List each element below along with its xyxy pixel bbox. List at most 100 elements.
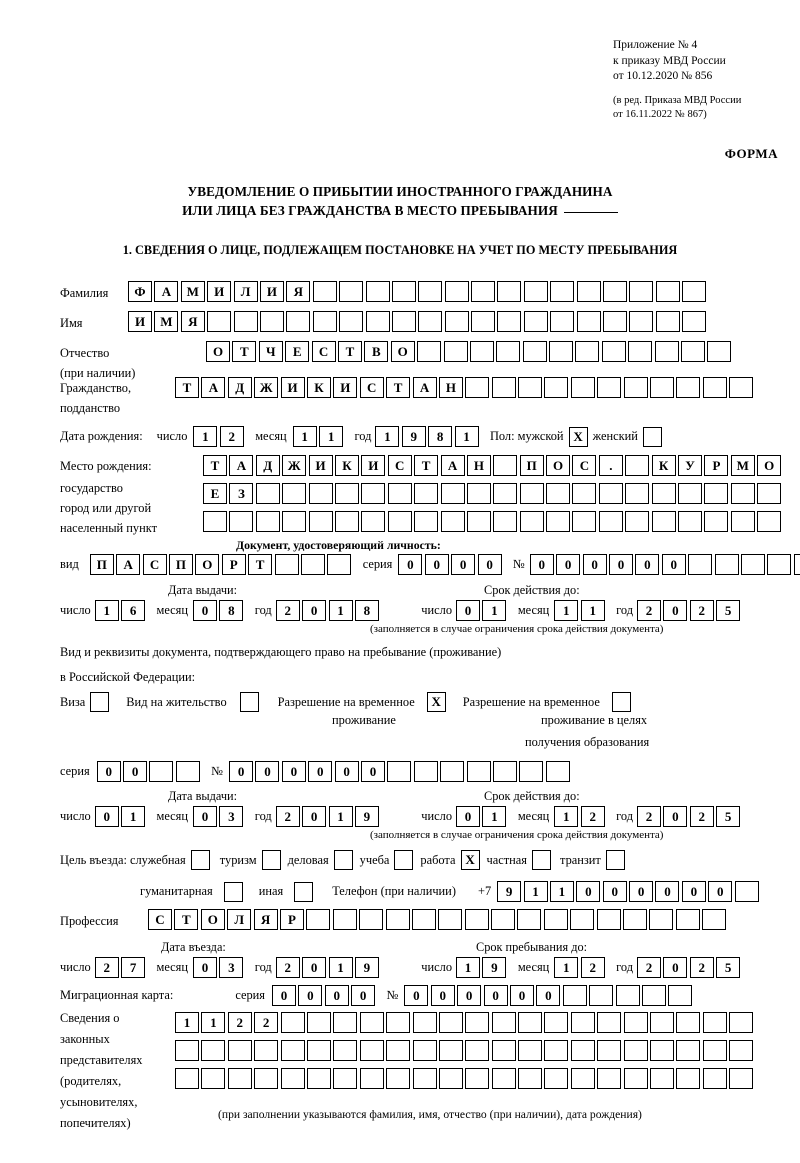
char-cell[interactable]: 0 — [123, 761, 148, 782]
char-cell[interactable] — [280, 1012, 305, 1033]
char-cell[interactable] — [201, 1068, 226, 1089]
char-cell[interactable] — [259, 311, 284, 332]
char-cell[interactable]: 0 — [398, 554, 423, 575]
char-cell[interactable]: 0 — [193, 806, 218, 827]
char-cell[interactable]: М — [180, 281, 205, 302]
char-cell[interactable]: П — [168, 554, 193, 575]
temp-residence-checkbox[interactable]: X — [426, 692, 446, 712]
char-cell[interactable]: 0 — [681, 881, 706, 902]
char-cell[interactable]: 1 — [328, 806, 353, 827]
char-cell[interactable]: 2 — [219, 426, 244, 447]
char-cell[interactable]: 0 — [655, 881, 680, 902]
char-cell[interactable] — [333, 1012, 358, 1033]
char-cell[interactable]: 0 — [351, 985, 376, 1006]
char-cell[interactable]: С — [359, 377, 384, 398]
char-cell[interactable]: Р — [704, 455, 729, 476]
char-cell[interactable] — [306, 1012, 331, 1033]
char-cell[interactable]: 1 — [328, 600, 353, 621]
char-cell[interactable]: П — [519, 455, 544, 476]
char-cell[interactable] — [545, 761, 570, 782]
char-cell[interactable]: С — [572, 455, 597, 476]
char-cell[interactable] — [469, 341, 494, 362]
char-cell[interactable]: 3 — [219, 806, 244, 827]
char-cell[interactable] — [675, 909, 700, 930]
char-cell[interactable] — [412, 1068, 437, 1089]
char-cell[interactable]: 0 — [193, 600, 218, 621]
char-cell[interactable] — [740, 554, 765, 575]
char-cell[interactable] — [207, 311, 232, 332]
char-cell[interactable] — [757, 511, 782, 532]
char-cell[interactable] — [227, 1068, 252, 1089]
char-cell[interactable] — [414, 483, 439, 504]
char-cell[interactable] — [543, 909, 568, 930]
residence-permit-checkbox[interactable] — [239, 692, 259, 712]
char-cell[interactable] — [625, 455, 650, 476]
char-cell[interactable]: 2 — [637, 957, 661, 978]
char-cell[interactable]: 2 — [637, 806, 661, 827]
char-cell[interactable] — [562, 985, 587, 1006]
char-cell[interactable] — [649, 909, 674, 930]
char-cell[interactable]: 5 — [716, 957, 741, 978]
char-cell[interactable] — [229, 511, 254, 532]
char-cell[interactable] — [729, 1040, 754, 1061]
char-cell[interactable] — [312, 281, 337, 302]
char-cell[interactable] — [576, 311, 601, 332]
char-cell[interactable]: 1 — [193, 426, 218, 447]
char-cell[interactable] — [492, 761, 517, 782]
char-cell[interactable]: 2 — [275, 600, 300, 621]
char-cell[interactable] — [615, 985, 640, 1006]
char-cell[interactable] — [681, 341, 706, 362]
char-cell[interactable] — [493, 483, 518, 504]
char-cell[interactable] — [282, 511, 307, 532]
char-cell[interactable] — [387, 483, 412, 504]
char-cell[interactable] — [544, 1068, 569, 1089]
char-cell[interactable]: Я — [180, 311, 205, 332]
char-cell[interactable]: Д — [227, 377, 252, 398]
char-cell[interactable] — [623, 1040, 648, 1061]
char-cell[interactable] — [676, 1012, 701, 1033]
purpose-work-checkbox[interactable]: X — [460, 850, 480, 870]
char-cell[interactable] — [518, 1012, 543, 1033]
char-cell[interactable]: . — [598, 455, 623, 476]
char-cell[interactable]: И — [361, 455, 386, 476]
char-cell[interactable] — [650, 1012, 675, 1033]
char-cell[interactable]: 0 — [272, 985, 296, 1006]
char-cell[interactable] — [254, 1068, 279, 1089]
char-cell[interactable] — [339, 311, 364, 332]
char-cell[interactable] — [704, 511, 729, 532]
char-cell[interactable] — [575, 341, 600, 362]
char-cell[interactable]: В — [364, 341, 389, 362]
char-cell[interactable]: 9 — [354, 957, 379, 978]
char-cell[interactable] — [359, 1040, 384, 1061]
char-cell[interactable] — [359, 1068, 384, 1089]
char-cell[interactable]: 0 — [536, 985, 561, 1006]
char-cell[interactable] — [391, 281, 416, 302]
legal-reps-row-2[interactable] — [175, 1040, 756, 1061]
char-cell[interactable] — [386, 1068, 411, 1089]
char-cell[interactable]: Ж — [254, 377, 279, 398]
char-cell[interactable] — [629, 281, 654, 302]
char-cell[interactable] — [572, 511, 597, 532]
visa-checkbox[interactable] — [90, 692, 110, 712]
char-cell[interactable] — [308, 483, 333, 504]
char-cell[interactable] — [546, 511, 571, 532]
char-cell[interactable] — [465, 1040, 490, 1061]
char-cell[interactable] — [280, 1068, 305, 1089]
char-cell[interactable] — [655, 311, 680, 332]
char-cell[interactable] — [625, 511, 650, 532]
char-cell[interactable] — [757, 483, 782, 504]
char-cell[interactable] — [438, 909, 463, 930]
char-cell[interactable] — [491, 377, 516, 398]
char-cell[interactable] — [411, 909, 436, 930]
